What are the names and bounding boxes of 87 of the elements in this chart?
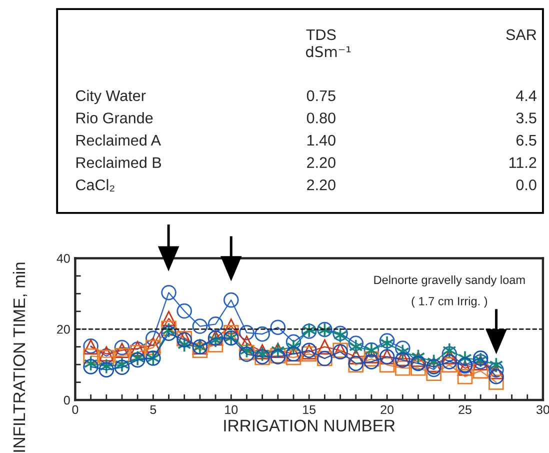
text: dSm⁻¹ (306, 46, 351, 58)
x-tick-label: 25 (458, 405, 472, 414)
point (410, 352, 426, 367)
y-axis-title: INFILTRATION TIME, min (12, 262, 28, 452)
point (458, 350, 472, 366)
point (98, 362, 114, 378)
point (115, 356, 129, 372)
text: TDS (306, 29, 336, 40)
point (379, 333, 395, 348)
point (380, 335, 394, 352)
point (161, 326, 176, 341)
point (161, 284, 176, 300)
x-tick-label: 0 (72, 405, 78, 414)
x-tick-label: 30 (536, 405, 549, 414)
text: 4.4 (516, 90, 536, 101)
point (114, 360, 130, 376)
point (114, 348, 130, 364)
point (488, 374, 504, 390)
text: Reclaimed B (76, 156, 162, 168)
text: City Water (76, 90, 146, 104)
point (208, 337, 224, 352)
point (83, 348, 98, 364)
x-tick-label: 15 (303, 405, 316, 414)
point (364, 354, 380, 370)
point (348, 336, 364, 351)
text: 3.5 (516, 112, 536, 124)
point (114, 340, 130, 356)
point (176, 303, 192, 319)
point (161, 310, 176, 326)
point (83, 359, 98, 374)
point (396, 344, 410, 360)
text: 1.40 (307, 134, 336, 146)
y-tick-label: 0 (64, 396, 70, 405)
text: 6.5 (516, 134, 536, 146)
x-tick-label: 5 (150, 405, 156, 414)
point (286, 338, 300, 355)
point (364, 351, 380, 367)
point (394, 360, 410, 376)
text: 0.75 (306, 90, 336, 102)
point (286, 350, 302, 366)
point (114, 342, 130, 358)
point (348, 349, 364, 364)
point (472, 363, 488, 379)
point (442, 357, 458, 373)
point (223, 325, 239, 340)
point (192, 318, 208, 334)
point (394, 340, 410, 356)
point (426, 366, 442, 382)
point (84, 356, 98, 372)
text: 2.20 (307, 157, 336, 168)
y-tick-label: 40 (56, 254, 70, 263)
point (457, 368, 473, 384)
point (146, 330, 161, 346)
point (410, 360, 426, 376)
annotation: Delnorte gravelly sandy loam (374, 275, 525, 286)
point (254, 326, 270, 342)
point (99, 358, 114, 374)
text: Rio Grande (76, 112, 153, 124)
point (317, 339, 332, 354)
annotation: ( 1.7 cm Irrig. ) (412, 296, 488, 308)
point (488, 368, 504, 384)
text: Reclaimed A (76, 134, 161, 146)
point (442, 346, 458, 362)
y-tick-label: 20 (57, 324, 70, 334)
point (379, 357, 395, 373)
point (348, 338, 363, 355)
point (223, 292, 239, 308)
text: 11.2 (509, 157, 536, 168)
point (208, 316, 224, 332)
point (442, 342, 456, 358)
text: CaCl₂ (76, 179, 114, 192)
point (177, 336, 192, 353)
point (239, 325, 254, 340)
point (239, 336, 254, 351)
point (270, 320, 286, 335)
x-axis-title: IRRIGATION NUMBER (224, 420, 395, 432)
point (442, 354, 458, 370)
point (489, 357, 504, 373)
text: SAR (506, 29, 536, 40)
x-tick-label: 20 (380, 405, 394, 414)
point (426, 354, 441, 370)
point (223, 318, 239, 334)
point (130, 344, 146, 360)
text: 2.20 (307, 179, 336, 190)
text: 0.80 (306, 112, 336, 124)
x-tick-label: 10 (225, 405, 238, 414)
text: 0.0 (516, 179, 536, 190)
